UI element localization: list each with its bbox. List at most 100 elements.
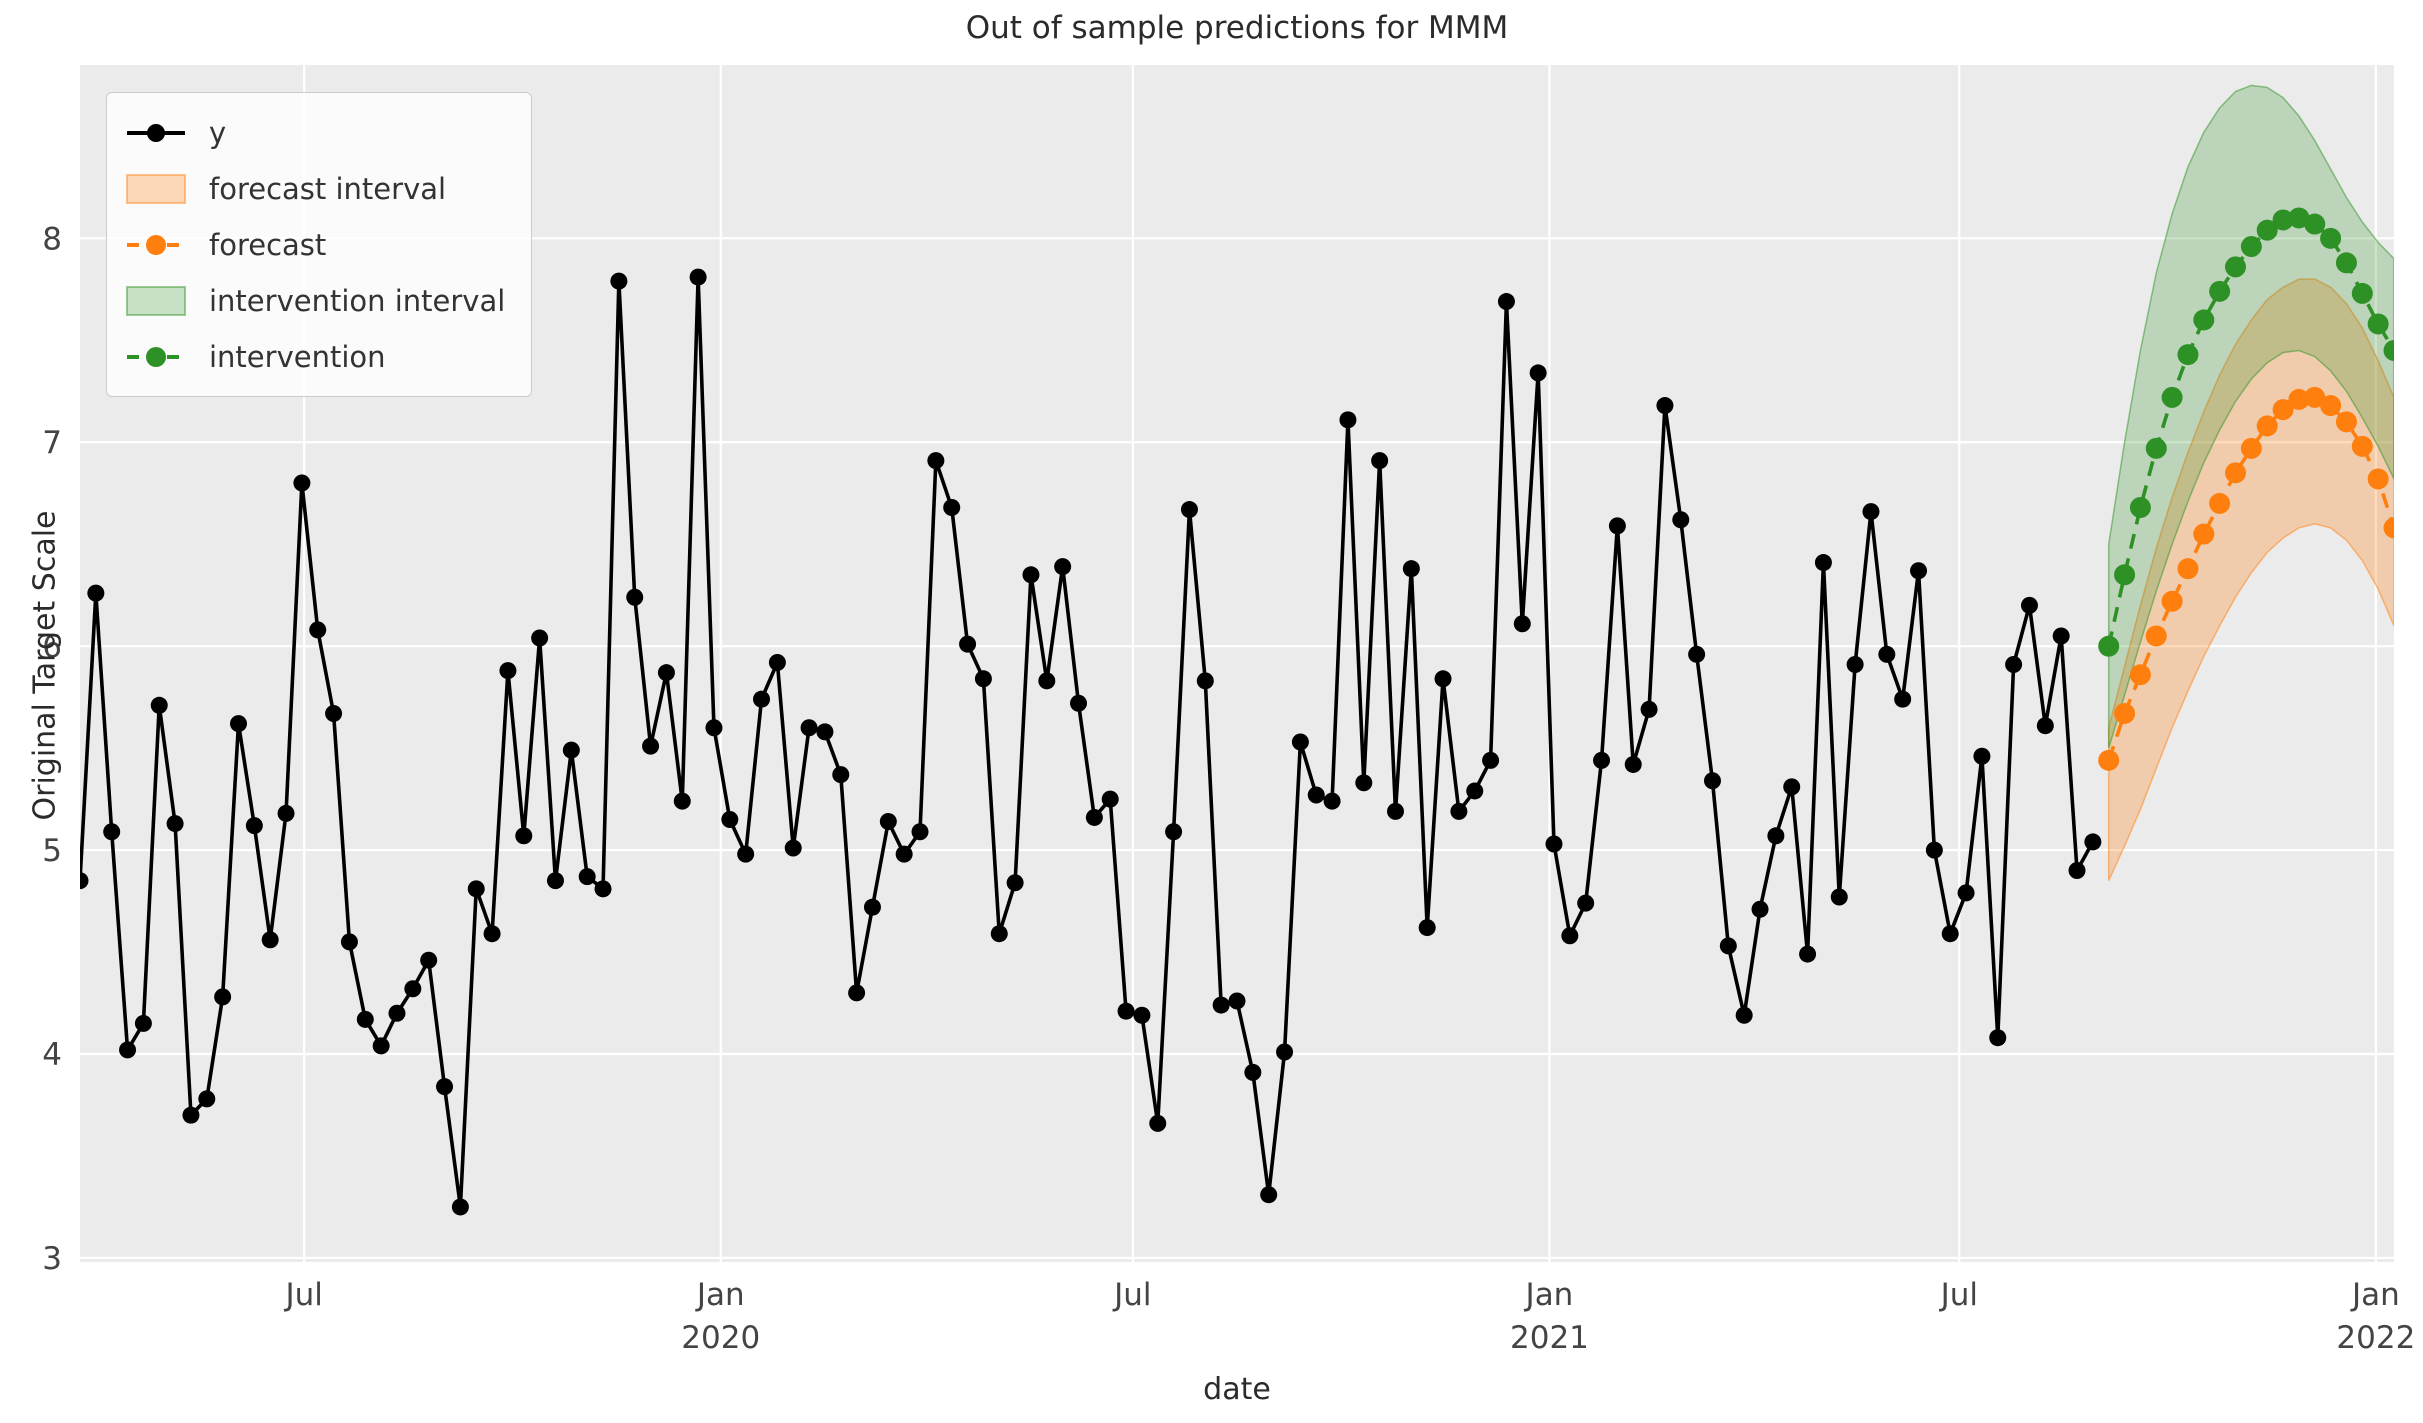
- x-tick-year-label: 2022: [2336, 1320, 2415, 1356]
- y-point: [372, 1037, 390, 1055]
- y-point: [356, 1010, 374, 1028]
- y-point: [1180, 501, 1198, 519]
- green-band-swatch: [125, 285, 187, 317]
- y-point: [198, 1090, 216, 1108]
- y-point: [1593, 751, 1611, 769]
- y-point: [1941, 925, 1959, 943]
- y-point: [1513, 615, 1531, 633]
- y-point: [863, 898, 881, 916]
- legend-item-forecast: forecast: [125, 221, 505, 268]
- forecast-point: [2225, 462, 2247, 484]
- intervention-point: [2335, 252, 2357, 274]
- forecast-series-markers: [2098, 386, 2394, 771]
- y-point: [705, 719, 723, 737]
- forecast-point: [2145, 625, 2167, 647]
- y-point: [1672, 511, 1690, 529]
- y-point: [229, 715, 247, 733]
- y-point: [2068, 861, 2086, 879]
- intervention-point: [2098, 635, 2120, 657]
- y-point: [1846, 656, 1864, 674]
- y-point: [1196, 672, 1214, 690]
- forecast-point: [2335, 411, 2357, 433]
- y-point: [103, 823, 121, 841]
- intervention-point: [2383, 339, 2394, 361]
- forecast-point: [2304, 386, 2326, 408]
- y-point: [420, 951, 438, 969]
- y-point: [309, 621, 327, 639]
- y-point: [784, 839, 802, 857]
- y-point: [1450, 802, 1468, 820]
- y-point: [911, 823, 929, 841]
- y-point: [562, 741, 580, 759]
- y-point: [1735, 1006, 1753, 1024]
- y-tick-label: 6: [42, 629, 62, 665]
- y-point: [388, 1004, 406, 1022]
- y-point: [721, 810, 739, 828]
- forecast-point: [2209, 492, 2231, 514]
- y-point: [1339, 411, 1357, 429]
- forecast-point: [2240, 437, 2262, 459]
- intervention-point: [2367, 313, 2389, 335]
- y-point: [166, 815, 184, 833]
- intervention-band: [2107, 84, 2394, 749]
- legend-label: forecast interval: [209, 171, 447, 206]
- y-point: [1085, 808, 1103, 826]
- y-series-markers: [80, 268, 2102, 1216]
- y-point: [87, 584, 105, 602]
- y-point: [848, 984, 866, 1002]
- y-point: [1402, 560, 1420, 578]
- y-point: [768, 653, 786, 671]
- y-point: [150, 696, 168, 714]
- y-point: [1656, 397, 1674, 415]
- intervention-point: [2288, 207, 2310, 229]
- y-point: [626, 588, 644, 606]
- y-point: [1006, 874, 1024, 892]
- y-point: [2036, 717, 2054, 735]
- x-tick-label: Jan: [695, 1277, 745, 1313]
- y-point: [436, 1078, 454, 1096]
- y-point: [816, 723, 834, 741]
- y-point: [1276, 1043, 1294, 1061]
- green-dashed-marker-swatch: [125, 345, 187, 369]
- y-point: [1244, 1063, 1262, 1081]
- x-tick-label: Jul: [1112, 1277, 1151, 1313]
- y-point: [325, 704, 343, 722]
- x-tick-label: Jul: [1939, 1277, 1978, 1313]
- intervention-point: [2272, 209, 2294, 231]
- y-point: [895, 845, 913, 863]
- y-point: [546, 872, 564, 890]
- forecast-point: [2320, 395, 2342, 417]
- legend-item-y: y: [125, 109, 505, 156]
- x-tick-year-label: 2020: [681, 1320, 760, 1356]
- intervention-series-markers: [2098, 207, 2394, 657]
- y-point: [515, 827, 533, 845]
- forecast-point: [2161, 590, 2183, 612]
- forecast-point: [2129, 664, 2151, 686]
- y-point: [578, 868, 596, 886]
- y-point: [1577, 894, 1595, 912]
- black-line-marker-swatch: [125, 121, 187, 145]
- y-tick-label: 3: [42, 1241, 62, 1277]
- intervention-point: [2177, 344, 2199, 366]
- y-point: [80, 872, 89, 890]
- forecast-point: [2256, 415, 2278, 437]
- y-point: [1482, 751, 1500, 769]
- y-point: [1418, 919, 1436, 937]
- y-point: [1054, 558, 1072, 576]
- intervention-point: [2351, 282, 2373, 304]
- y-point: [610, 272, 628, 290]
- intervention-point: [2129, 497, 2151, 519]
- y-point: [467, 880, 485, 898]
- legend-label: forecast: [209, 227, 327, 262]
- y-point: [832, 766, 850, 784]
- y-point: [1101, 790, 1119, 808]
- y-point: [1751, 900, 1769, 918]
- intervention-point: [2225, 256, 2247, 278]
- y-point: [594, 880, 612, 898]
- y-point: [1117, 1002, 1135, 1020]
- y-point: [1862, 503, 1880, 521]
- y-point: [134, 1014, 152, 1032]
- y-point: [214, 988, 232, 1006]
- intervention-point: [2256, 219, 2278, 241]
- orange-band-swatch: [125, 173, 187, 205]
